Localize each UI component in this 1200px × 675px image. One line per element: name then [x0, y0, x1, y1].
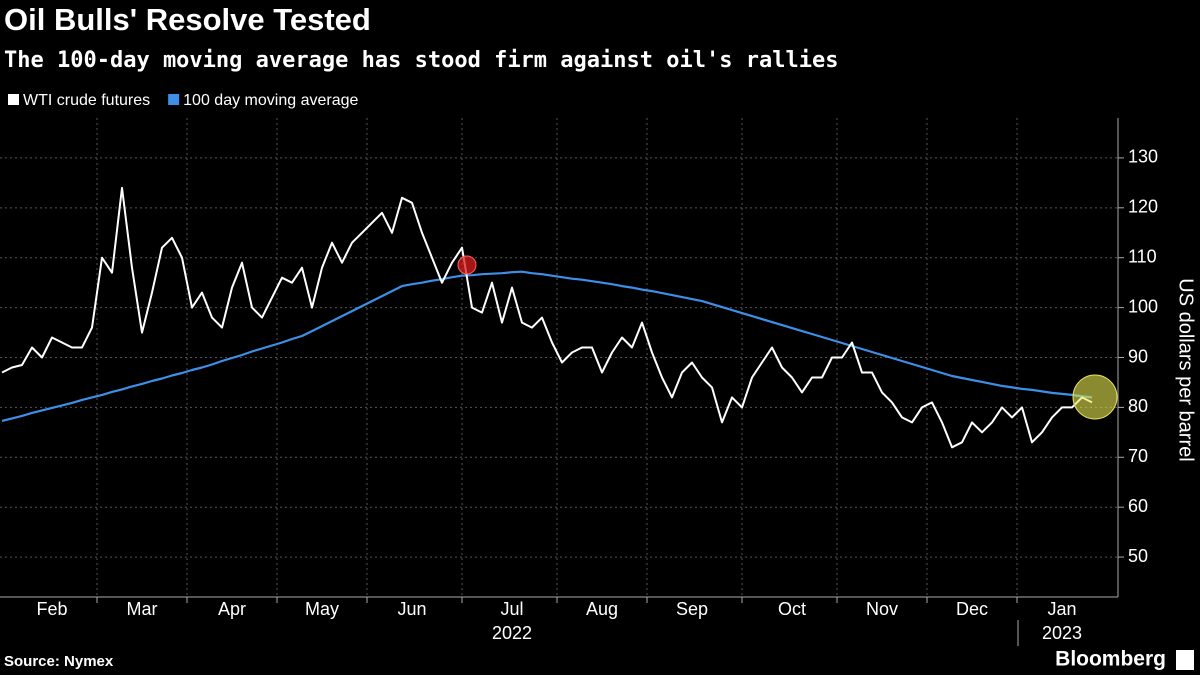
- y-tick-label: 90: [1128, 346, 1148, 366]
- x-tick-label: Aug: [586, 599, 618, 619]
- legend-label: WTI crude futures: [23, 92, 150, 109]
- y-tick-label: 70: [1128, 446, 1148, 466]
- legend-label: 100 day moving average: [183, 92, 358, 109]
- chart-subtitle: The 100-day moving average has stood fir…: [4, 48, 838, 73]
- x-tick-label: May: [305, 599, 339, 619]
- y-tick-label: 130: [1128, 147, 1158, 167]
- x-tick-label: Sep: [676, 599, 708, 619]
- y-tick-label: 60: [1128, 496, 1148, 516]
- chart-title: Oil Bulls' Resolve Tested: [4, 2, 371, 37]
- legend-swatch: [8, 94, 19, 105]
- y-tick-label: 120: [1128, 197, 1158, 217]
- x-year-label: 2022: [492, 623, 532, 643]
- x-tick-label: Oct: [778, 599, 806, 619]
- x-tick-label: Mar: [127, 599, 158, 619]
- highlight-marker: [457, 255, 477, 275]
- x-year-label: 2023: [1042, 623, 1082, 643]
- source: Source: Nymex: [4, 653, 114, 670]
- y-tick-label: 80: [1128, 396, 1148, 416]
- y-tick-label: 110: [1128, 246, 1157, 266]
- brand: Bloomberg: [1055, 648, 1166, 671]
- brand-icon: [1176, 650, 1194, 670]
- x-tick-label: Feb: [36, 599, 67, 619]
- legend: WTI crude futures 100 day moving average: [8, 92, 358, 109]
- x-tick-label: Apr: [218, 599, 246, 619]
- highlight-marker: [1072, 374, 1118, 420]
- y-tick-label: 50: [1128, 546, 1148, 566]
- x-tick-label: Nov: [866, 599, 898, 619]
- plot: 50 60 70 80 90 100 110 120 130 Feb Mar Apr May Jun Jul…: [0, 118, 1158, 643]
- y-tick-label: 100: [1128, 296, 1158, 316]
- x-tick-label: Jun: [397, 599, 426, 619]
- series-line: [1, 270, 1093, 422]
- x-tick-label: Jan: [1047, 599, 1076, 619]
- x-tick-label: Jul: [500, 599, 523, 619]
- series-line: [1, 186, 1093, 449]
- x-tick-label: Dec: [956, 599, 988, 619]
- y-axis-label: US dollars per barrel: [1175, 278, 1197, 461]
- legend-swatch: [168, 94, 180, 105]
